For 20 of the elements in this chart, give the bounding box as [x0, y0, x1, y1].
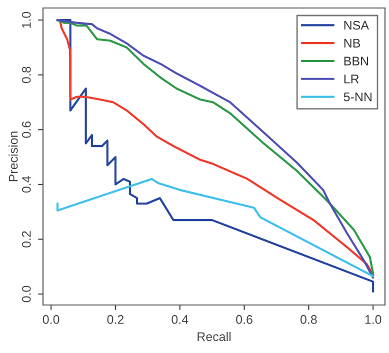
- legend-label: NB: [344, 38, 360, 48]
- legend-label: BBN: [344, 56, 368, 66]
- y-tick-label: 0.2: [22, 231, 31, 248]
- y-tick-label: 1.0: [22, 12, 31, 28]
- y-tick-label: 0.8: [22, 66, 31, 84]
- x-tick-label: 0.4: [172, 315, 188, 324]
- y-tick-label: 0.6: [22, 122, 31, 138]
- legend-label: 5-NN: [344, 92, 372, 102]
- x-tick-label: 1.0: [365, 315, 382, 324]
- y-tick-label: 0.4: [22, 176, 31, 193]
- x-tick-label: 0.8: [300, 315, 317, 324]
- line-series: [56, 178, 374, 278]
- x-tick-label: 0.0: [42, 315, 60, 324]
- legend-label: NSA: [344, 20, 370, 30]
- x-tick-label: 0.2: [107, 315, 124, 324]
- legend-label: LR: [344, 74, 359, 84]
- y-axis-title: Precision: [8, 132, 18, 182]
- x-axis-title: Recall: [198, 332, 231, 342]
- y-tick-label: 0.0: [22, 286, 31, 302]
- x-tick-label: 0.6: [236, 315, 252, 324]
